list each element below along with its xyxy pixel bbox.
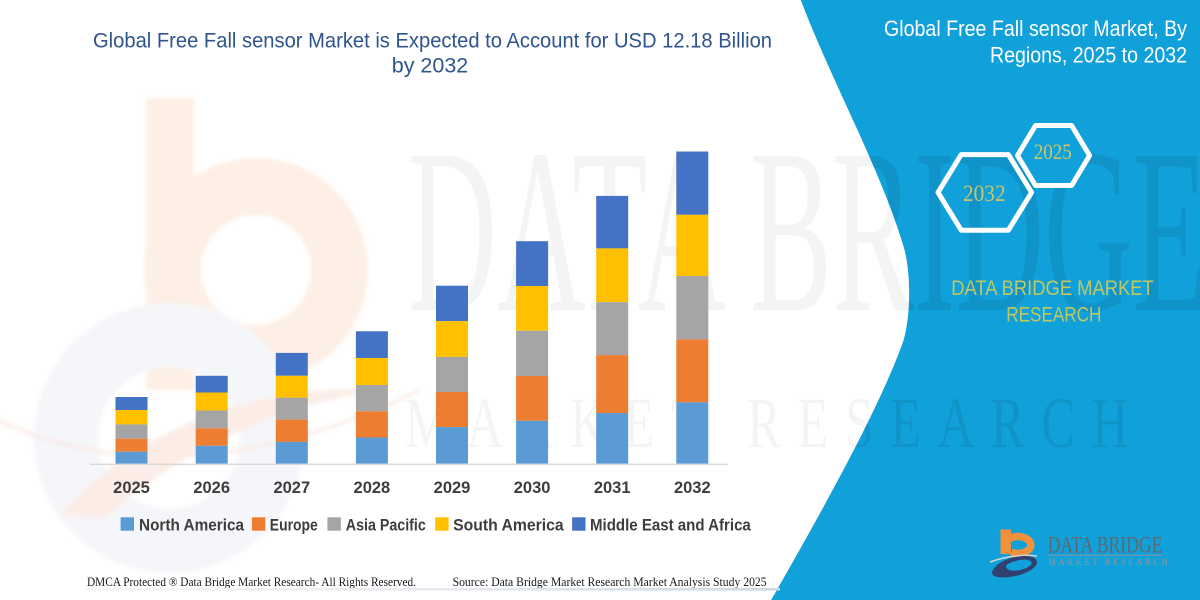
svg-text:2025: 2025	[113, 479, 150, 497]
svg-text:DATA BRIDGE MARKET: DATA BRIDGE MARKET	[951, 277, 1154, 300]
svg-text:2029: 2029	[434, 479, 471, 497]
svg-text:by 2032: by 2032	[392, 54, 469, 78]
svg-text:2031: 2031	[594, 479, 631, 497]
svg-text:DMCA Protected ® Data Bridge M: DMCA Protected ® Data Bridge Market Rese…	[87, 574, 416, 589]
svg-text:Middle East and Africa: Middle East and Africa	[590, 517, 752, 535]
svg-text:2026: 2026	[193, 479, 230, 497]
svg-text:Europe: Europe	[270, 517, 318, 535]
svg-text:Source: Data Bridge Market Res: Source: Data Bridge Market Research Mark…	[453, 574, 767, 589]
svg-text:2028: 2028	[354, 479, 391, 497]
svg-text:South America: South America	[453, 517, 564, 535]
svg-text:2032: 2032	[674, 479, 711, 497]
svg-text:2030: 2030	[514, 479, 551, 497]
svg-text:Regions, 2025 to 2032: Regions, 2025 to 2032	[990, 43, 1187, 68]
svg-text:North America: North America	[139, 517, 245, 535]
svg-text:Global Free Fall sensor Market: Global Free Fall sensor Market, By	[884, 16, 1187, 41]
svg-text:2025: 2025	[1034, 139, 1072, 164]
svg-text:2027: 2027	[273, 479, 310, 497]
svg-text:Global Free Fall sensor Market: Global Free Fall sensor Market is Expect…	[93, 29, 772, 53]
svg-text:DATA BRIDGE: DATA BRIDGE	[1048, 532, 1163, 557]
svg-text:2032: 2032	[963, 181, 1006, 206]
svg-text:Asia Pacific: Asia Pacific	[346, 517, 426, 535]
svg-text:MARKET RESEARCH: MARKET RESEARCH	[1049, 557, 1171, 567]
svg-text:RESEARCH: RESEARCH	[1006, 303, 1101, 326]
